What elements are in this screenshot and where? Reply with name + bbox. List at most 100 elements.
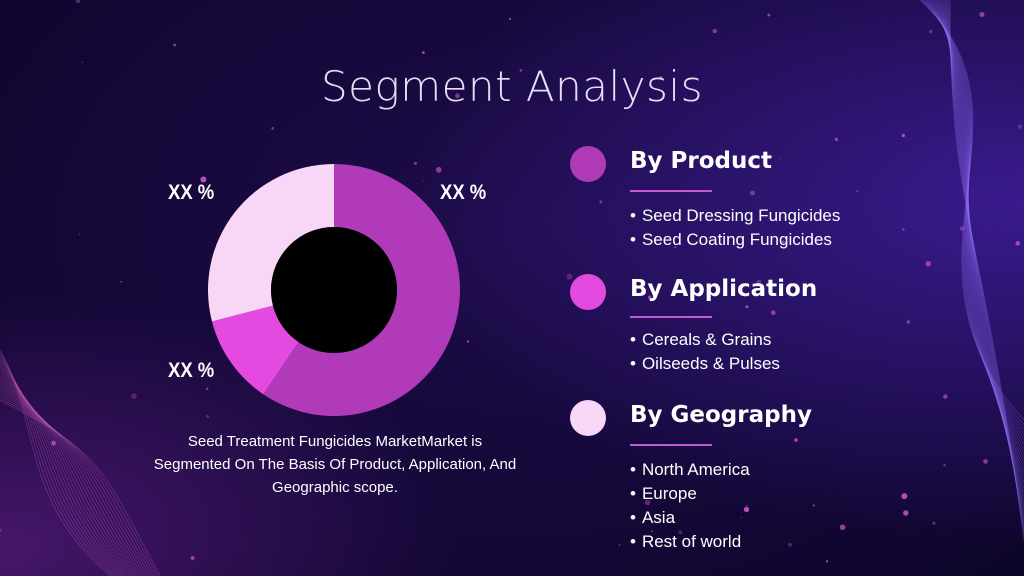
list-item: Oilseeds & Pulses — [630, 352, 780, 376]
swirl-line — [944, 0, 1024, 521]
swirl-line — [920, 0, 1024, 426]
swirl-lines-right — [919, 0, 1024, 541]
segment-heading-geography: By Geography — [630, 402, 812, 428]
swirl-line — [0, 371, 132, 576]
swirl-line — [929, 0, 1024, 459]
particle — [778, 157, 781, 160]
swirl-line — [931, 0, 1024, 469]
particle — [925, 261, 931, 267]
particle — [756, 279, 762, 285]
swirl-line — [0, 392, 154, 576]
particle — [519, 69, 523, 72]
particle — [932, 521, 936, 525]
particle — [979, 12, 985, 17]
divider — [630, 190, 712, 192]
swirl-line — [0, 356, 118, 576]
geography-dot-icon — [570, 400, 606, 436]
particle — [750, 190, 755, 196]
segment-heading-product: By Product — [630, 148, 772, 174]
particle — [618, 543, 621, 546]
particle — [200, 176, 207, 183]
particle — [0, 529, 2, 532]
swirl-line — [0, 366, 128, 576]
swirl-line — [923, 0, 1024, 435]
swirl-line — [0, 376, 137, 576]
swirl-line — [935, 0, 1024, 483]
particle — [794, 438, 798, 442]
segment-application: By Application Cereals & Grains Oilseeds… — [568, 274, 1008, 384]
swirl-line — [0, 359, 120, 576]
particle — [173, 43, 177, 47]
swirl-line — [932, 0, 1024, 473]
swirl-line — [938, 0, 1024, 497]
list-item: Asia — [630, 506, 750, 530]
swirl-line — [925, 0, 1024, 445]
particle — [906, 320, 910, 324]
particle — [271, 127, 275, 130]
particle — [812, 504, 815, 507]
swirl-line — [941, 0, 1024, 507]
particle — [902, 228, 905, 231]
divider — [630, 316, 712, 318]
particle — [120, 281, 122, 283]
particle — [943, 394, 948, 399]
particle — [929, 30, 933, 34]
swirl-line — [0, 364, 125, 576]
swirl-line — [0, 368, 130, 576]
swirl-line — [0, 388, 149, 576]
swirl-line — [0, 373, 135, 576]
list-item: Cereals & Grains — [630, 328, 780, 352]
swirl-line — [0, 361, 123, 576]
swirl-line — [0, 385, 147, 576]
particle — [983, 459, 988, 464]
swirl-line — [0, 400, 161, 576]
donut-slice-product — [263, 164, 460, 416]
particle — [422, 51, 425, 54]
particle — [959, 226, 965, 231]
swirl-line — [936, 0, 1024, 488]
slice-label-top-right: XX % — [440, 181, 487, 204]
particle — [767, 13, 771, 17]
swirl-line — [924, 0, 1024, 440]
donut-slice-application — [211, 305, 299, 395]
particle — [206, 415, 210, 418]
particle — [901, 133, 905, 138]
particle — [190, 556, 195, 560]
particle — [901, 493, 908, 500]
swirl-line — [928, 0, 1024, 454]
particle — [455, 93, 460, 98]
donut-slice-geography — [208, 164, 334, 322]
particle — [81, 61, 84, 64]
particle — [1017, 124, 1023, 129]
particle — [647, 295, 652, 300]
donut-hole — [271, 227, 397, 353]
particle — [839, 524, 846, 531]
swirl-line — [922, 0, 1024, 430]
particle — [1015, 241, 1021, 246]
swirl-line — [0, 397, 159, 576]
swirl-line — [0, 380, 142, 576]
particle — [51, 440, 56, 446]
particle — [856, 190, 859, 193]
swirl-line — [0, 354, 116, 576]
particles — [0, 0, 1023, 563]
particle — [78, 233, 81, 236]
swirl-line — [948, 0, 1024, 536]
segment-list-application: Cereals & Grains Oilseeds & Pulses — [630, 328, 780, 376]
particle — [770, 310, 776, 316]
particle — [467, 340, 470, 343]
swirl-line — [942, 0, 1024, 512]
particle — [788, 542, 792, 547]
swirl-line — [937, 0, 1024, 493]
swirl-line — [0, 395, 156, 576]
swirl-line — [0, 352, 113, 576]
swirl-line — [949, 0, 1024, 541]
product-dot-icon — [570, 146, 606, 182]
particle — [566, 273, 573, 280]
slice-label-bottom-left: XX % — [168, 359, 215, 382]
page-title: Segment Analysis — [321, 62, 703, 111]
particle — [825, 560, 829, 563]
particle — [435, 166, 442, 173]
